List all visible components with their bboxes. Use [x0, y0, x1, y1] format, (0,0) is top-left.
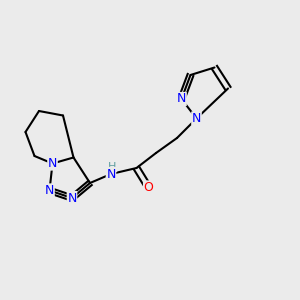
Text: O: O: [144, 181, 153, 194]
Text: N: N: [192, 112, 201, 125]
Text: H: H: [108, 161, 117, 172]
Text: N: N: [67, 191, 77, 205]
Text: N: N: [177, 92, 186, 106]
Text: N: N: [45, 184, 54, 197]
Text: N: N: [106, 167, 116, 181]
Text: N: N: [48, 157, 57, 170]
